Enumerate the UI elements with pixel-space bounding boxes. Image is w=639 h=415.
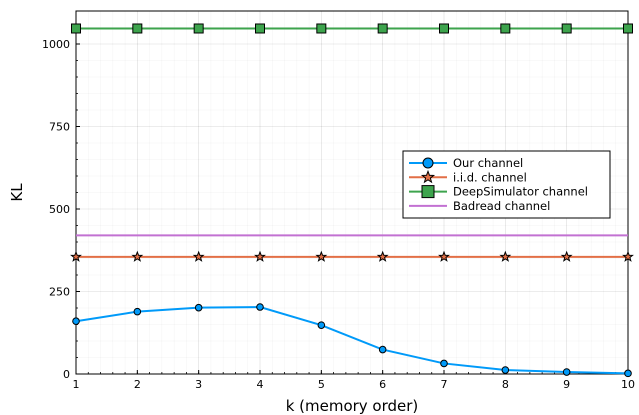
data-point — [72, 317, 80, 326]
x-tick-label: 10 — [621, 378, 635, 391]
y-tick-label: 250 — [49, 286, 70, 299]
data-point — [70, 250, 82, 262]
y-tick-label: 750 — [49, 121, 70, 134]
data-point — [133, 307, 142, 316]
data-point — [71, 23, 81, 34]
data-point — [562, 368, 571, 376]
data-point — [194, 303, 203, 312]
series-our-channel — [72, 303, 632, 378]
legend-marker — [421, 185, 435, 199]
x-tick-label: 4 — [257, 378, 264, 391]
series-i-i-d-channel — [70, 250, 634, 262]
legend-marker — [422, 157, 434, 169]
data-point — [624, 369, 632, 378]
data-point — [316, 23, 327, 34]
legend-entry: Badread channel — [409, 199, 550, 213]
data-point — [377, 23, 388, 34]
data-point — [317, 321, 326, 329]
data-point — [256, 303, 264, 311]
y-axis-label: KL — [8, 183, 26, 202]
data-point — [315, 250, 328, 262]
grid — [75, 10, 629, 375]
x-tick-label: 1 — [73, 378, 80, 391]
series-group — [70, 23, 634, 378]
x-tick-label: 7 — [441, 378, 448, 391]
legend-entry: Our channel — [409, 156, 523, 170]
legend-entry: i.i.d. channel — [409, 169, 527, 184]
x-tick-label: 5 — [318, 378, 325, 391]
data-point — [255, 23, 265, 34]
x-tick-label: 2 — [134, 378, 141, 391]
data-point — [560, 250, 573, 262]
data-point — [561, 23, 572, 34]
legend-marker — [420, 169, 436, 184]
x-tick-label: 8 — [502, 378, 509, 391]
data-point — [440, 359, 448, 368]
data-point — [623, 23, 633, 34]
data-point — [192, 250, 205, 262]
y-tick-label: 0 — [63, 368, 70, 381]
y-tick-label: 1000 — [42, 38, 70, 51]
legend-label: i.i.d. channel — [453, 170, 527, 184]
legend-label: Our channel — [453, 156, 523, 170]
y-axis-ticks: 0 250 500 750 1000 — [42, 10, 80, 381]
data-point — [254, 250, 266, 262]
data-point — [439, 23, 449, 34]
legend-label: DeepSimulator channel — [453, 185, 588, 199]
series-line — [75, 306, 629, 375]
x-tick-label: 6 — [379, 378, 386, 391]
data-point — [499, 250, 512, 262]
data-point — [376, 250, 389, 262]
data-point — [438, 250, 450, 262]
data-point — [500, 23, 511, 34]
x-axis-label: k (memory order) — [286, 397, 419, 415]
data-point — [193, 23, 204, 34]
data-point — [622, 250, 634, 262]
data-point — [132, 23, 143, 34]
data-point — [501, 366, 510, 374]
series-deepsimulator-channel — [71, 23, 633, 34]
x-tick-label: 3 — [195, 378, 202, 391]
legend-label: Badread channel — [453, 199, 550, 213]
y-tick-label: 500 — [49, 203, 70, 216]
data-point — [378, 345, 387, 354]
x-tick-label: 9 — [563, 378, 570, 391]
legend-entry: DeepSimulator channel — [409, 185, 588, 199]
data-point — [131, 250, 144, 262]
